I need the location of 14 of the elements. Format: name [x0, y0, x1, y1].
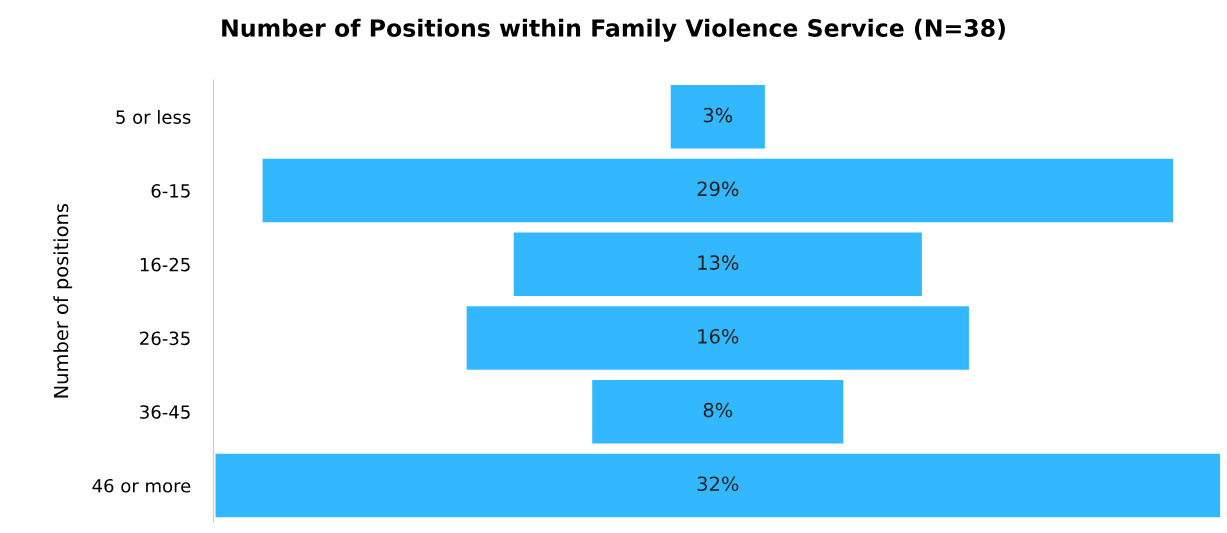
text: Number of Positions within Family Violence Service (N=38) [222, 18, 1005, 42]
category-label: 6-15 [151, 184, 190, 198]
category-label: 26-35 [140, 331, 190, 346]
data-label: 32% [697, 476, 739, 492]
data-label: 29% [697, 181, 739, 197]
category-label: 16-25 [140, 257, 190, 272]
data-label: 16% [698, 328, 739, 344]
data-label: 13% [698, 255, 739, 270]
text: Number of positions [53, 203, 73, 398]
category-label: 5 or less [116, 109, 191, 124]
category-label: 36-45 [140, 405, 190, 419]
data-label: 3% [703, 107, 733, 123]
data-label: 8% [703, 402, 733, 418]
category-label: 46 or more [92, 478, 191, 493]
